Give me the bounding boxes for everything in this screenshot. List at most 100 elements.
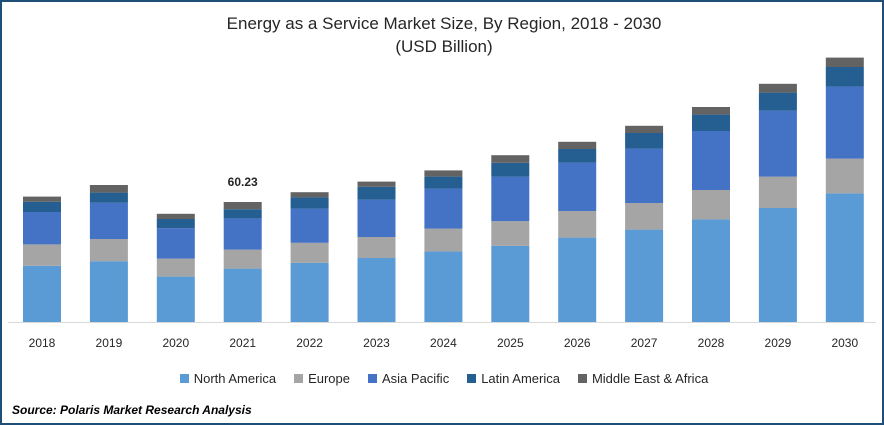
bar-2028-middle-east-africa	[692, 107, 730, 115]
bar-2026-middle-east-africa	[558, 141, 597, 149]
bar-2019-europe	[89, 239, 128, 262]
bar-2023-north-america	[357, 258, 396, 322]
bar-2026-asia-pacific	[558, 162, 597, 211]
bar-2027-north-america	[625, 229, 664, 322]
bar-2026-europe	[558, 211, 597, 238]
bar-2018-latin-america	[23, 201, 61, 212]
legend-item-middle-east-africa: Middle East & Africa	[577, 370, 709, 386]
bar-2023-latin-america	[357, 186, 396, 200]
legend-swatch	[179, 373, 189, 383]
x-tick-label: 2029	[765, 336, 792, 350]
bar-2023-middle-east-africa	[357, 181, 396, 187]
bar-2019-latin-america	[89, 192, 128, 203]
bar-2030-north-america	[825, 193, 864, 322]
x-tick-label: 2030	[831, 336, 858, 350]
bar-2021-latin-america	[223, 209, 262, 219]
bar-2030-europe	[825, 158, 864, 194]
x-tick-label: 2023	[363, 336, 390, 350]
x-tick-label: 2018	[29, 336, 56, 350]
legend-item-north-america: North America	[179, 370, 277, 386]
bar-2022-middle-east-africa	[290, 192, 329, 198]
bar-2019-asia-pacific	[89, 202, 128, 239]
bar-2029-middle-east-africa	[758, 83, 797, 93]
chart-title: Energy as a Service Market Size, By Regi…	[226, 14, 662, 33]
x-tick-label: 2022	[296, 336, 323, 350]
bar-2024-asia-pacific	[424, 188, 463, 229]
bar-2020-north-america	[156, 276, 195, 322]
x-tick-label: 2026	[564, 336, 591, 350]
bar-2026-latin-america	[558, 149, 597, 163]
chart-legend: North America Europe Asia Pacific Latin Ame…	[2, 369, 884, 387]
bar-2021-middle-east-africa	[223, 202, 262, 210]
x-tick-label: 2028	[698, 336, 725, 350]
bar-2018-europe	[23, 244, 61, 266]
legend-swatch	[467, 373, 477, 383]
bar-2022-north-america	[290, 262, 329, 322]
legend-label: Europe	[308, 370, 350, 386]
x-tick-label: 2021	[229, 336, 256, 350]
legend-swatch	[577, 373, 587, 383]
legend-label: Latin America	[481, 370, 560, 386]
bar-2020-middle-east-africa	[156, 213, 195, 219]
bar-2019-middle-east-africa	[89, 185, 128, 193]
source-note: Source: Polaris Market Research Analysis	[12, 403, 252, 417]
legend-swatch	[368, 373, 377, 383]
bar-2021-north-america	[223, 268, 262, 322]
bar-2024-north-america	[424, 251, 463, 322]
bar-2030-asia-pacific	[825, 86, 864, 159]
bar-2018-north-america	[23, 265, 61, 322]
bar-2030-latin-america	[825, 67, 864, 87]
bar-2030-middle-east-africa	[825, 57, 864, 67]
legend-label: Middle East & Africa	[591, 370, 709, 386]
x-tick-label: 2020	[162, 336, 189, 350]
bar-2029-north-america	[758, 208, 797, 322]
bar-2019-north-america	[89, 261, 128, 322]
bar-2025-latin-america	[491, 162, 530, 177]
x-tick-label: 2024	[430, 336, 457, 350]
legend-label: Asia Pacific	[382, 370, 450, 386]
legend-item-europe: Europe	[294, 371, 350, 386]
bar-2022-europe	[290, 242, 329, 263]
bar-2027-asia-pacific	[625, 148, 664, 203]
bar-2027-europe	[625, 203, 664, 230]
legend-swatch	[294, 373, 304, 383]
chart-subtitle: (USD Billion)	[395, 37, 493, 56]
bar-2029-asia-pacific	[758, 110, 797, 177]
bar-2020-asia-pacific	[156, 228, 195, 259]
bar-2018-asia-pacific	[23, 212, 61, 245]
bar-2020-europe	[156, 258, 195, 277]
legend-label: North America	[193, 370, 277, 386]
bar-2028-europe	[692, 190, 730, 220]
bar-2021-asia-pacific	[223, 218, 262, 250]
bar-2028-north-america	[692, 219, 730, 322]
bar-2022-asia-pacific	[290, 208, 329, 243]
bar-2020-latin-america	[156, 219, 195, 229]
bar-2025-asia-pacific	[491, 176, 530, 222]
bar-2029-latin-america	[758, 92, 797, 111]
bar-2018-middle-east-africa	[23, 196, 61, 202]
x-tick-label: 2025	[497, 336, 524, 350]
bar-2022-latin-america	[290, 197, 329, 209]
bar-2027-middle-east-africa	[625, 125, 664, 133]
bar-2025-europe	[491, 221, 530, 246]
bar-2025-north-america	[491, 245, 530, 322]
bar-2024-europe	[424, 228, 463, 252]
bar-2028-latin-america	[692, 114, 730, 131]
bar-2021-europe	[223, 249, 262, 269]
bar-2024-latin-america	[424, 176, 463, 189]
bar-2027-latin-america	[625, 133, 664, 149]
legend-item-latin-america: Latin America	[467, 371, 560, 386]
bar-2026-north-america	[558, 237, 597, 322]
bar-2029-europe	[758, 176, 797, 208]
bar-2025-middle-east-africa	[491, 155, 530, 163]
bar-2023-asia-pacific	[357, 199, 396, 237]
x-tick-label: 2019	[96, 336, 123, 350]
bar-2023-europe	[357, 237, 396, 258]
bar-2024-middle-east-africa	[424, 170, 463, 177]
x-tick-label: 2027	[631, 336, 658, 350]
bar-2028-asia-pacific	[692, 131, 730, 190]
data-label-2021: 60.23	[228, 175, 258, 189]
legend-item-asia-pacific: Asia Pacific	[368, 371, 449, 386]
